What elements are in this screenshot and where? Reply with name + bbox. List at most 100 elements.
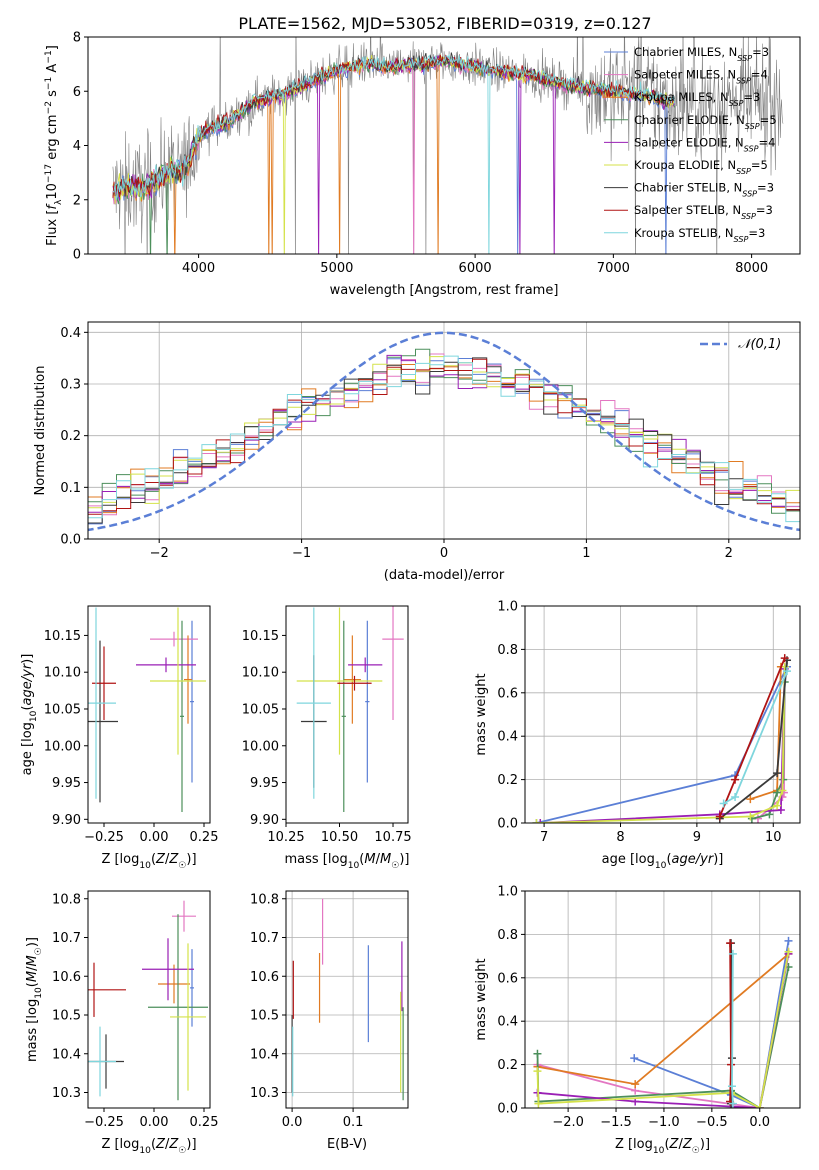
- weight-series-kroupa-elodie: [532, 662, 789, 823]
- legend-entry: Kroupa STELIB, NSSP=3: [634, 226, 765, 244]
- y-tick-label: 10.7: [250, 931, 279, 946]
- weight-marker: [784, 936, 793, 945]
- weight-marker: [780, 654, 789, 663]
- legend-entry: Salpeter ELODIE, NSSP=4: [634, 135, 775, 153]
- x-axis-label: mass [log10(M/M☉)]: [285, 852, 410, 871]
- weight-marker: [731, 775, 740, 784]
- y-axis-label: age [log10(age/yr)]: [20, 654, 39, 776]
- age_vs_Z-plot-area: [88, 607, 206, 812]
- y-tick-label: 10.00: [242, 739, 279, 754]
- y-tick-label: 10.6: [52, 970, 81, 985]
- errorbar-salpeter-elodie: [142, 938, 194, 1001]
- x-tick-label: −1.0: [648, 1115, 680, 1130]
- weight-marker: [731, 792, 740, 801]
- y-tick-label: 0.2: [60, 429, 81, 444]
- y-tick-label: 10.4: [52, 1047, 81, 1062]
- errorbar-kroupa-stelib: [88, 1026, 116, 1097]
- errorbar-kroupa-stelib: [88, 607, 116, 799]
- x-tick-label: 0: [440, 546, 448, 561]
- mass_vs_Z-plot-area: [88, 900, 208, 1101]
- legend-entry: Kroupa ELODIE, NSSP=5: [634, 158, 768, 176]
- y-tick-label: 0.0: [497, 817, 518, 832]
- x-tick-label: −2: [150, 546, 169, 561]
- x-tick-label: 5000: [320, 261, 353, 276]
- weight-series-kroupa-stelib: [719, 667, 792, 808]
- y-tick-label: 10.4: [250, 1047, 279, 1062]
- figure-title: PLATE=1562, MJD=53052, FIBERID=0319, z=0…: [238, 14, 651, 33]
- y-tick-label: 10.00: [44, 739, 81, 754]
- weight-marker: [773, 801, 782, 810]
- legend-entry: 𝒩(0,1): [738, 337, 781, 352]
- weight-marker: [719, 799, 728, 808]
- spectrum-chart: 4000 5000 6000 7000 8000 0 2 4 6 8 wavelength [Ang…: [44, 31, 801, 298]
- residuals-plot-area: [88, 331, 800, 532]
- x-axis-label: Z [log10(Z/Z☉)]: [101, 852, 196, 871]
- residuals-frame: [87, 321, 801, 540]
- y-tick-label: 10.10: [242, 666, 279, 681]
- x-tick-label: 4000: [182, 261, 215, 276]
- weight-series-salpeter-miles: [533, 947, 793, 1108]
- y-tick-label: 0.0: [497, 1102, 518, 1117]
- y-tick-label: 0.2: [497, 1058, 518, 1073]
- errorbar-chabrier-elodie: [148, 914, 208, 1101]
- weight-marker: [784, 947, 793, 956]
- y-tick-label: 0.8: [497, 928, 518, 943]
- legend-entry: Salpeter MILES, NSSP=4: [634, 68, 768, 86]
- y-tick-label: 0.4: [60, 326, 81, 341]
- weight-marker: [773, 769, 782, 778]
- x-tick-label: 0.00: [140, 1115, 169, 1130]
- y-axis-label: mass weight: [474, 958, 489, 1040]
- y-tick-label: 10.3: [52, 1086, 81, 1101]
- weight-marker: [727, 1082, 736, 1091]
- errorbar-salpeter-miles: [382, 606, 404, 721]
- x-tick-label: −0.25: [84, 1115, 124, 1130]
- y-tick-label: 10.7: [52, 931, 81, 946]
- weight-marker: [746, 812, 755, 821]
- weight-marker: [727, 1060, 736, 1069]
- spectrum-legend: Chabrier MILES, NSSP=3 Salpeter MILES, NS…: [604, 45, 777, 243]
- weight-marker: [776, 805, 785, 814]
- weight-series-chabrier-miles: [532, 662, 792, 823]
- residuals-chart: −2 −1 0 1 2 0.0 0.1 0.2 0.3 0.4 (data-model)/error…: [33, 321, 801, 583]
- x-tick-label: 0.00: [140, 830, 169, 845]
- y-tick-label: 9.95: [52, 776, 81, 791]
- x-tick-label: −1: [292, 546, 311, 561]
- x-tick-label: 7: [540, 830, 548, 845]
- x-tick-label: 10.75: [374, 830, 411, 845]
- x-tick-label: 7000: [597, 261, 630, 276]
- x-tick-label: −0.5: [696, 1115, 728, 1130]
- y-tick-label: 10.15: [44, 629, 81, 644]
- y-tick-label: 0.0: [60, 533, 81, 548]
- x-axis-label: (data-model)/error: [384, 568, 505, 583]
- weight-series-kroupa-elodie: [533, 947, 793, 1108]
- x-tick-label: 1: [582, 546, 590, 561]
- y-tick-label: 10.5: [52, 1009, 81, 1024]
- weight-series-chabrier-elodie: [533, 962, 793, 1108]
- weight-marker: [728, 949, 737, 958]
- age_vs_mass-plot-area: [296, 606, 404, 812]
- histogram-kroupa-stelib: [88, 355, 800, 523]
- legend-entry: Kroupa MILES, NSSP=3: [634, 90, 760, 108]
- errorbar-chabrier-elodie: [341, 620, 346, 812]
- errorbar-kroupa-elodie: [150, 607, 206, 755]
- x-axis-label: Z [log10(Z/Z☉)]: [615, 1137, 710, 1156]
- y-tick-label: 0.8: [497, 643, 518, 658]
- y-tick-label: 1.0: [497, 600, 518, 615]
- x-tick-label: −2.0: [552, 1115, 584, 1130]
- age_vs_mass-chart: 10.25 10.50 10.75 9.90 9.95 10.00 10.05 10.10 10…: [242, 605, 412, 871]
- errorbar-kroupa-elodie: [296, 607, 383, 755]
- y-tick-label: 10.5: [250, 1009, 279, 1024]
- y-tick-label: 10.8: [250, 892, 279, 907]
- x-axis-label: E(B-V): [327, 1137, 367, 1152]
- errorbar-kroupa-stelib: [296, 607, 331, 799]
- errorbar-kroupa-elodie: [170, 943, 206, 1091]
- weight-marker: [533, 1067, 542, 1076]
- x-tick-label: −0.25: [84, 830, 124, 845]
- histogram-chabrier-stelib: [88, 357, 800, 524]
- errorbar-chabrier-miles: [190, 949, 194, 1027]
- weight-marker: [778, 786, 787, 795]
- y-tick-label: 0: [73, 248, 81, 263]
- y-tick-label: 0.2: [497, 773, 518, 788]
- y-tick-label: 9.95: [250, 776, 279, 791]
